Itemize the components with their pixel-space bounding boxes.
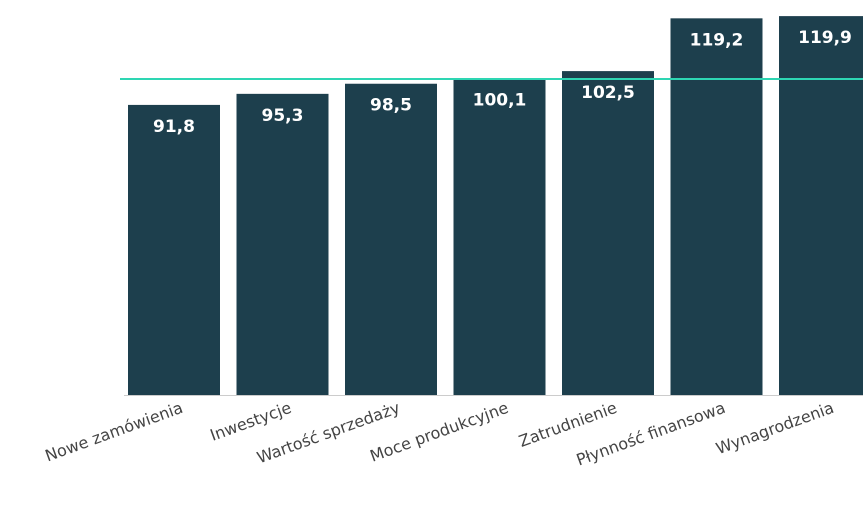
x-tick-label: Nowe zamówienia xyxy=(42,398,185,465)
bar-1 xyxy=(128,104,220,396)
bar-value-label: 91,8 xyxy=(153,117,195,137)
bar-5 xyxy=(562,71,654,395)
bar-2 xyxy=(236,93,329,396)
bar-3 xyxy=(345,83,437,396)
bar-value-label: 102,5 xyxy=(581,83,635,103)
bar-value-label: 119,2 xyxy=(690,30,744,50)
bars-group: 91,8 95,3 98,5 100,1 102,5 119,2 119,9 xyxy=(128,16,863,396)
bar-value-label: 95,3 xyxy=(262,106,304,126)
bar-6 xyxy=(670,18,763,395)
bar-7 xyxy=(779,16,863,396)
bar-4 xyxy=(453,78,546,396)
bar-value-label: 100,1 xyxy=(473,91,527,111)
bar-value-label: 119,9 xyxy=(798,28,852,48)
x-tick-label: Wynagrodzenia xyxy=(713,398,836,458)
x-tick-label: Inwestycje xyxy=(208,398,294,445)
bar-value-label: 98,5 xyxy=(370,96,412,116)
